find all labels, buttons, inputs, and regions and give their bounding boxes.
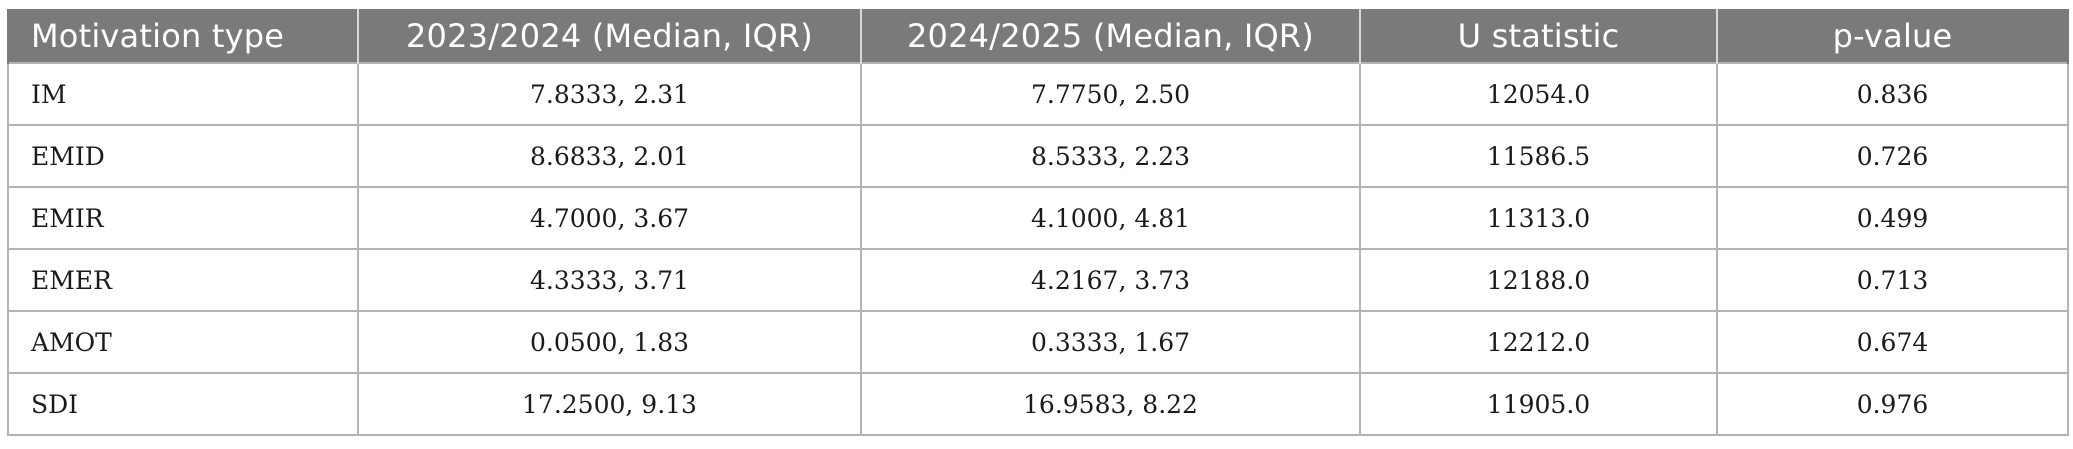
cell-u-statistic: 11586.5 [1359, 124, 1718, 188]
table-header: Motivation type 2023/2024 (Median, IQR) … [7, 9, 2069, 63]
cell-p-value: 0.976 [1716, 372, 2069, 436]
cell-u-statistic: 12054.0 [1359, 62, 1718, 126]
header-row: Motivation type 2023/2024 (Median, IQR) … [7, 9, 2069, 63]
header-2024-2025: 2024/2025 (Median, IQR) [860, 9, 1361, 63]
cell-2023-2024: 0.0500, 1.83 [357, 310, 862, 374]
cell-u-statistic: 12188.0 [1359, 248, 1718, 312]
cell-motivation-type: EMIR [7, 186, 359, 250]
cell-motivation-type: SDI [7, 372, 359, 436]
cell-motivation-type: EMER [7, 248, 359, 312]
cell-2024-2025: 7.7750, 2.50 [860, 62, 1361, 126]
header-2023-2024: 2023/2024 (Median, IQR) [357, 9, 862, 63]
table-row: EMER 4.3333, 3.71 4.2167, 3.73 12188.0 0… [7, 248, 2069, 312]
cell-2023-2024: 7.8333, 2.31 [357, 62, 862, 126]
cell-p-value: 0.726 [1716, 124, 2069, 188]
cell-u-statistic: 12212.0 [1359, 310, 1718, 374]
cell-2024-2025: 0.3333, 1.67 [860, 310, 1361, 374]
table-row: SDI 17.2500, 9.13 16.9583, 8.22 11905.0 … [7, 372, 2069, 436]
motivation-comparison-table-container: Motivation type 2023/2024 (Median, IQR) … [7, 9, 2069, 436]
table-row: EMIR 4.7000, 3.67 4.1000, 4.81 11313.0 0… [7, 186, 2069, 250]
cell-u-statistic: 11313.0 [1359, 186, 1718, 250]
table-row: AMOT 0.0500, 1.83 0.3333, 1.67 12212.0 0… [7, 310, 2069, 374]
header-motivation-type: Motivation type [7, 9, 359, 63]
cell-2023-2024: 4.7000, 3.67 [357, 186, 862, 250]
cell-p-value: 0.713 [1716, 248, 2069, 312]
cell-2023-2024: 17.2500, 9.13 [357, 372, 862, 436]
cell-2024-2025: 16.9583, 8.22 [860, 372, 1361, 436]
cell-2024-2025: 4.2167, 3.73 [860, 248, 1361, 312]
cell-p-value: 0.499 [1716, 186, 2069, 250]
table-row: IM 7.8333, 2.31 7.7750, 2.50 12054.0 0.8… [7, 62, 2069, 126]
cell-motivation-type: EMID [7, 124, 359, 188]
cell-motivation-type: AMOT [7, 310, 359, 374]
cell-u-statistic: 11905.0 [1359, 372, 1718, 436]
cell-2024-2025: 4.1000, 4.81 [860, 186, 1361, 250]
table-row: EMID 8.6833, 2.01 8.5333, 2.23 11586.5 0… [7, 124, 2069, 188]
cell-2023-2024: 4.3333, 3.71 [357, 248, 862, 312]
cell-p-value: 0.836 [1716, 62, 2069, 126]
cell-2024-2025: 8.5333, 2.23 [860, 124, 1361, 188]
cell-p-value: 0.674 [1716, 310, 2069, 374]
cell-motivation-type: IM [7, 62, 359, 126]
motivation-comparison-table: Motivation type 2023/2024 (Median, IQR) … [7, 9, 2069, 436]
table-body: IM 7.8333, 2.31 7.7750, 2.50 12054.0 0.8… [7, 62, 2069, 436]
header-u-statistic: U statistic [1359, 9, 1718, 63]
header-p-value: p-value [1716, 9, 2069, 63]
cell-2023-2024: 8.6833, 2.01 [357, 124, 862, 188]
